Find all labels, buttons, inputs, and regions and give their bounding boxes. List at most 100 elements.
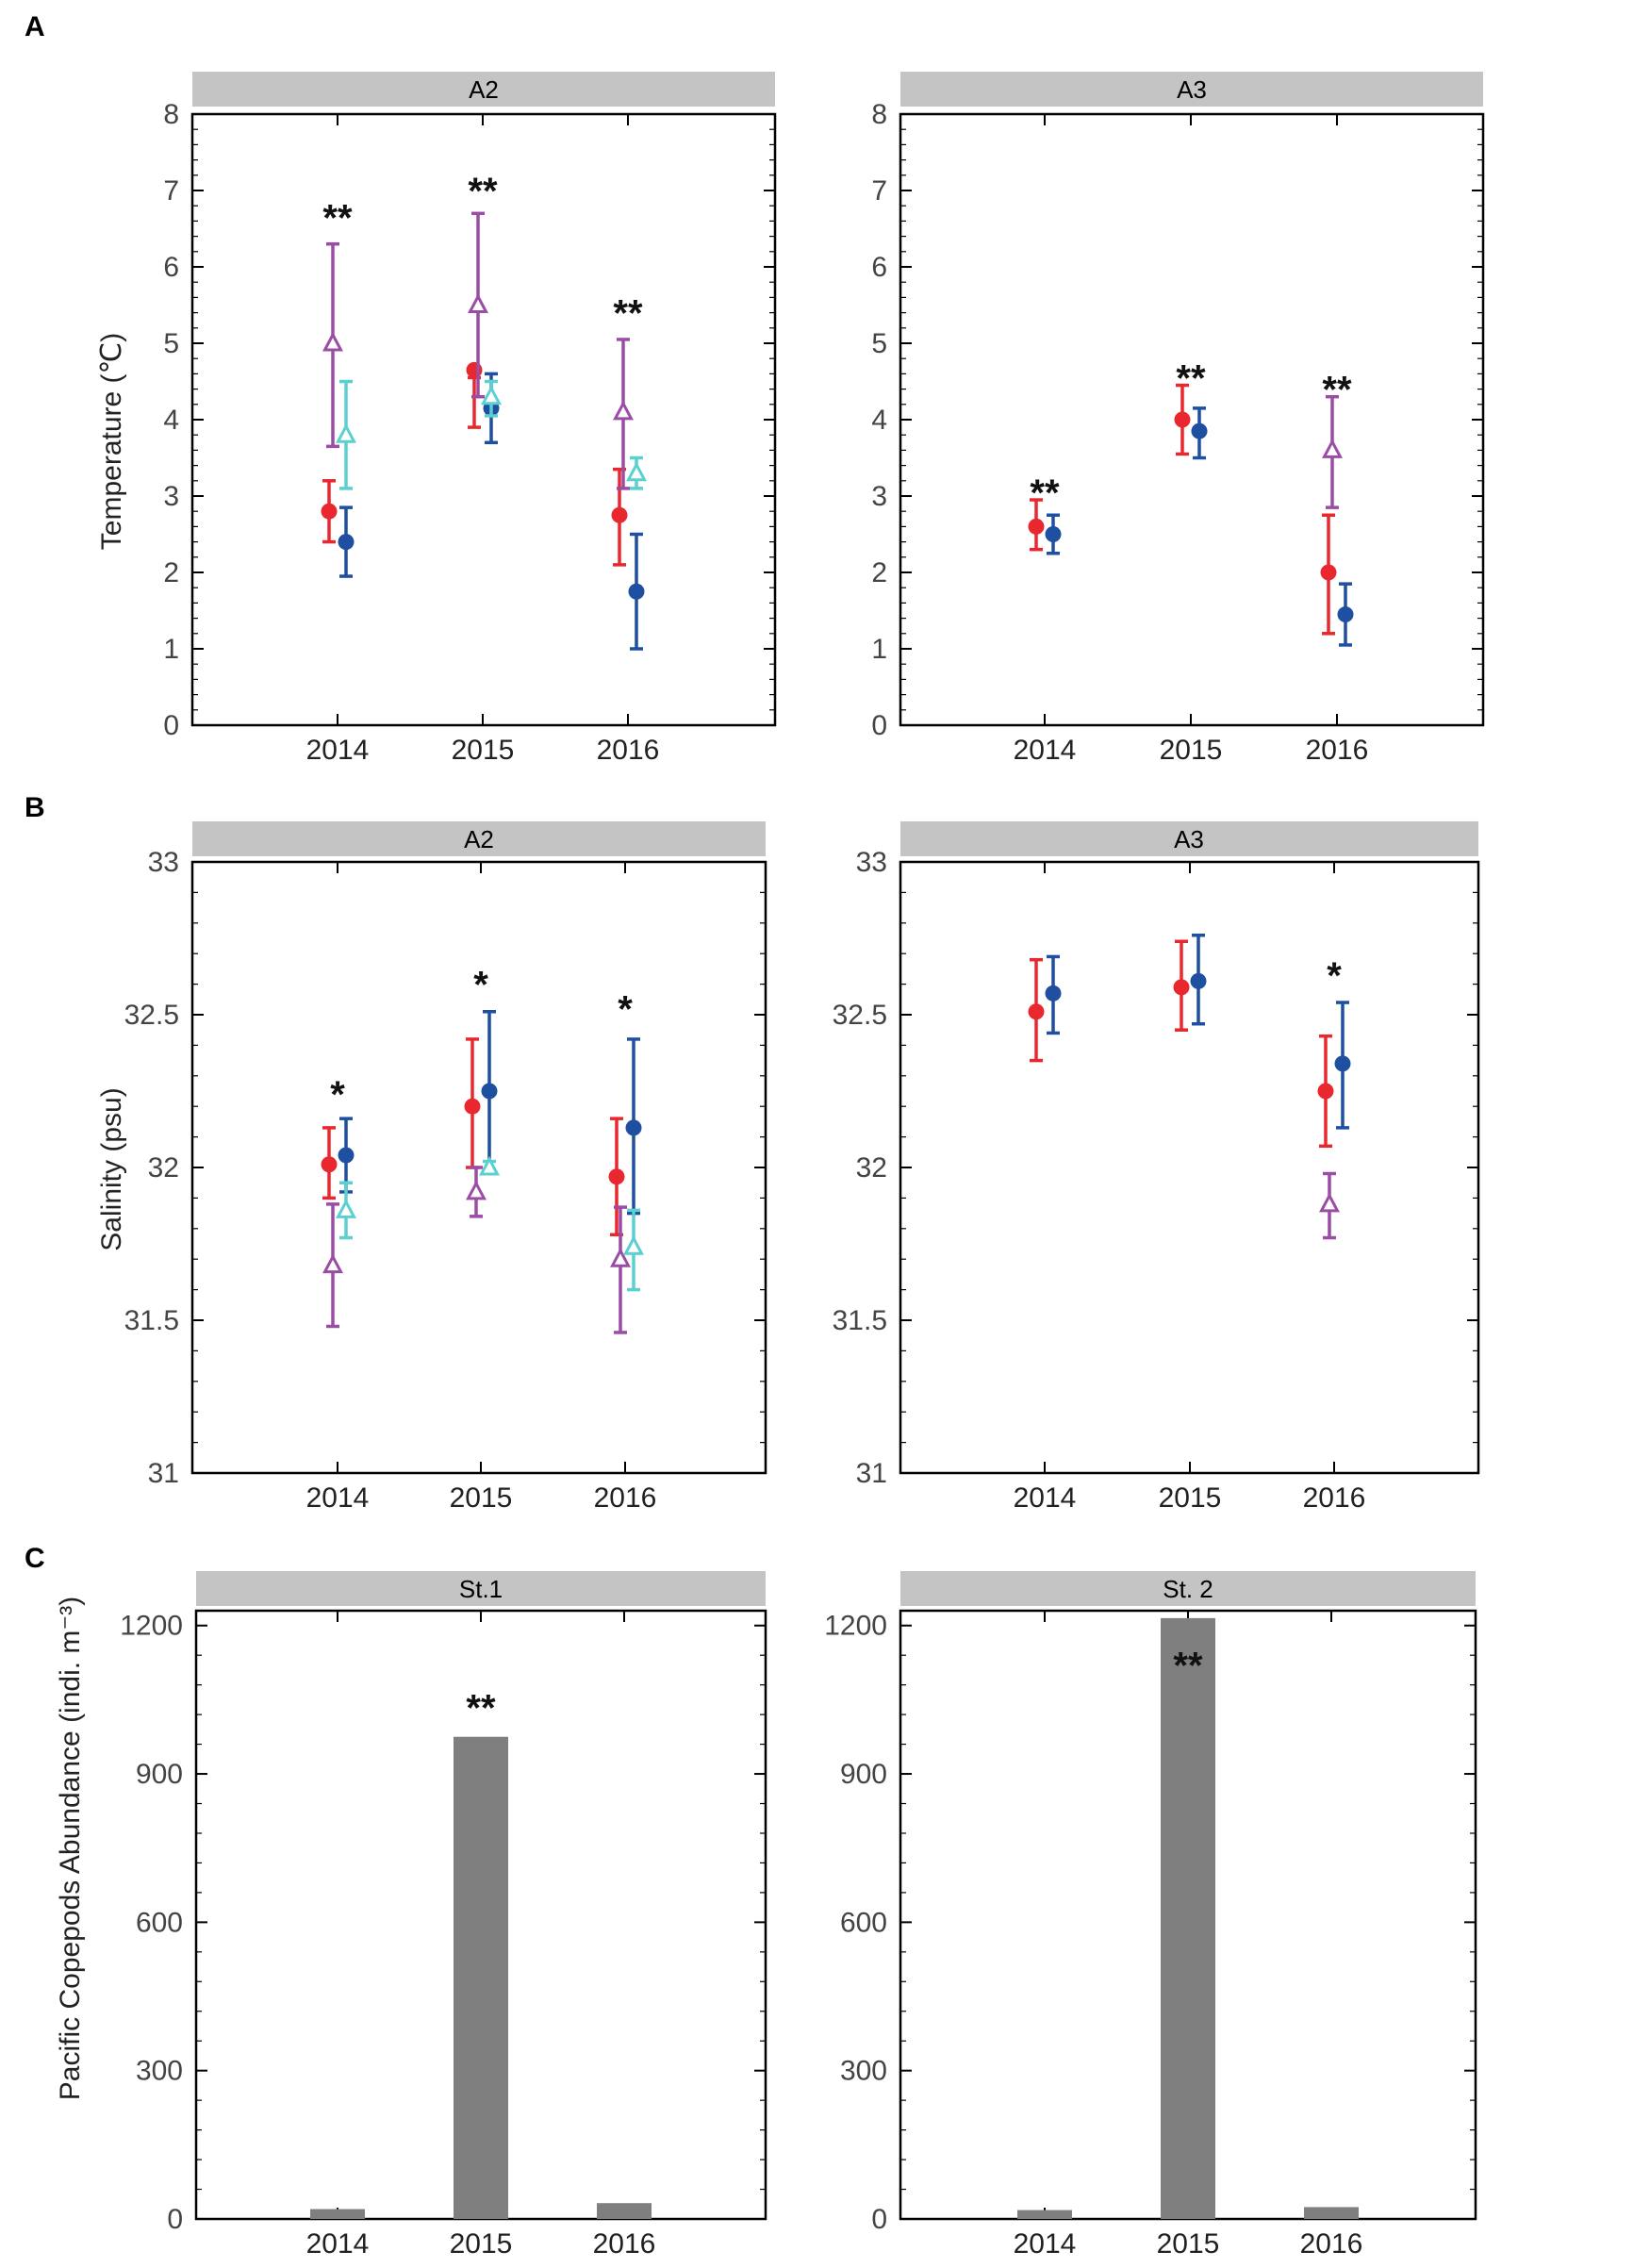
y-tick-label: 600 — [136, 1907, 183, 1938]
panel-title: A2 — [464, 825, 494, 853]
data-point-triangle — [336, 423, 356, 443]
x-tick-label: 2015 — [1160, 735, 1223, 766]
panel-title: A3 — [1174, 825, 1204, 853]
data-point — [338, 534, 355, 551]
y-tick-label: 0 — [871, 2204, 887, 2235]
x-tick-label: 2015 — [450, 1482, 513, 1514]
x-tick-label: 2016 — [597, 735, 660, 766]
panel-header — [900, 1571, 1476, 1606]
y-tick-label: 5 — [163, 328, 179, 359]
y-tick-label: 7 — [163, 175, 179, 207]
y-tick-label: 0 — [167, 2204, 183, 2235]
y-tick-label: 5 — [871, 328, 887, 359]
significance-annotation: * — [618, 989, 633, 1031]
y-tick-label: 31.5 — [833, 1305, 887, 1336]
y-tick-label: 300 — [136, 2056, 183, 2087]
panel-title: St. 2 — [1163, 1575, 1213, 1603]
y-tick-label: 8 — [871, 99, 887, 130]
significance-annotation: ** — [1173, 1646, 1203, 1687]
data-point — [625, 1119, 642, 1136]
y-tick-label: 3 — [871, 481, 887, 512]
data-point — [338, 1147, 355, 1164]
data-point-triangle — [626, 461, 647, 482]
bar — [454, 1736, 508, 2219]
data-point — [1334, 1055, 1351, 1072]
y-tick-label: 600 — [840, 1907, 887, 1938]
x-tick-label: 2014 — [1014, 1482, 1077, 1514]
data-point — [1173, 979, 1190, 996]
panel-title: A3 — [1177, 75, 1207, 104]
y-tick-label: 31 — [148, 1458, 179, 1489]
y-tick-label: 8 — [163, 99, 179, 130]
panel-label-b: B — [25, 792, 45, 823]
data-point-triangle — [623, 1235, 644, 1255]
significance-annotation: ** — [1176, 357, 1206, 399]
data-point — [321, 1156, 338, 1173]
bar — [1161, 1617, 1215, 2219]
y-tick-label: 33 — [856, 847, 887, 878]
panel-header — [192, 72, 775, 107]
data-point — [1191, 422, 1208, 439]
x-tick-label: 2016 — [1303, 1482, 1366, 1514]
y-tick-label: 2 — [871, 557, 887, 588]
data-point — [1045, 985, 1062, 1002]
panel-title: A2 — [469, 75, 499, 104]
data-point — [611, 506, 628, 523]
x-tick-label: 2015 — [450, 2228, 513, 2260]
y-tick-label: 31 — [856, 1458, 887, 1489]
y-tick-label: 1 — [163, 634, 179, 665]
y-tick-label: 3 — [163, 481, 179, 512]
y-tick-label: 1 — [871, 634, 887, 665]
data-point-triangle — [322, 331, 343, 352]
y-tick-label: 0 — [871, 710, 887, 741]
data-point — [1045, 526, 1062, 542]
x-tick-label: 2016 — [1300, 2228, 1363, 2260]
y-tick-label: 32 — [856, 1152, 887, 1184]
data-point-triangle — [466, 1180, 487, 1200]
y-tick-label: 32.5 — [833, 1000, 887, 1031]
data-point-triangle — [610, 1248, 631, 1267]
y-axis-label: Pacific Copepods Abundance (indi. m⁻³) — [55, 1597, 86, 2100]
y-axis-label: Temperature (℃) — [96, 333, 127, 550]
x-tick-label: 2014 — [306, 2228, 370, 2260]
x-tick-label: 2016 — [1306, 735, 1369, 766]
panel-title: St.1 — [459, 1575, 503, 1603]
data-point — [481, 1083, 498, 1100]
y-axis-label: Salinity (psu) — [96, 1087, 127, 1250]
y-tick-label: 300 — [840, 2056, 887, 2087]
panel-label-a: A — [25, 11, 45, 42]
data-point — [464, 1098, 481, 1115]
data-point — [1320, 564, 1337, 581]
data-point — [1028, 1003, 1045, 1020]
y-tick-label: 6 — [163, 252, 179, 283]
significance-annotation: ** — [613, 293, 643, 335]
y-tick-label: 900 — [840, 1759, 887, 1790]
bar — [310, 2209, 365, 2219]
data-point-triangle — [468, 293, 488, 313]
x-tick-label: 2014 — [306, 1482, 370, 1514]
data-point-triangle — [322, 1253, 343, 1274]
significance-annotation: ** — [1322, 370, 1352, 411]
x-tick-label: 2015 — [452, 735, 515, 766]
panel-header — [900, 821, 1478, 856]
data-point — [321, 503, 338, 520]
x-tick-label: 2015 — [1159, 1482, 1222, 1514]
y-tick-label: 33 — [148, 847, 179, 878]
plot-frame — [899, 112, 1485, 727]
y-tick-label: 1200 — [120, 1611, 183, 1642]
y-tick-label: 4 — [163, 405, 179, 436]
data-point-triangle — [1319, 1192, 1340, 1213]
panel-label-c: C — [25, 1543, 45, 1574]
data-point — [466, 361, 483, 378]
x-tick-label: 2015 — [1157, 2228, 1220, 2260]
y-tick-label: 4 — [871, 405, 887, 436]
panel-header — [900, 72, 1483, 107]
panel-header — [196, 1571, 766, 1606]
data-point-triangle — [479, 1155, 500, 1176]
y-tick-label: 900 — [136, 1759, 183, 1790]
x-tick-label: 2016 — [594, 1482, 657, 1514]
significance-annotation: ** — [1030, 472, 1060, 514]
chart-copepods-st2: St. 2 0 300 600 900 1200 2014 2015 2016 ** — [824, 1571, 1477, 2260]
panel-header — [192, 821, 766, 856]
